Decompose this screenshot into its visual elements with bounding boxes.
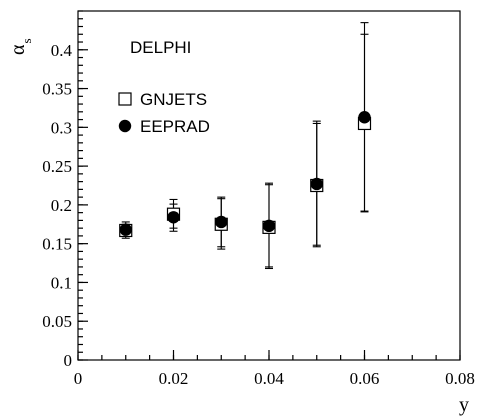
legend-gnjets-label: GNJETS <box>140 90 207 109</box>
point-eeprad <box>358 111 371 124</box>
y-axis-label-main: α <box>7 44 29 55</box>
x-tick-label: 0.02 <box>159 369 189 388</box>
x-tick-label: 0 <box>74 369 83 388</box>
point-eeprad <box>167 211 180 224</box>
y-tick-label: 0 <box>64 351 73 370</box>
error-bars <box>121 22 369 270</box>
y-tick-label: 0.2 <box>51 196 72 215</box>
point-eeprad <box>215 215 228 229</box>
y-axis-label-sub: s <box>19 38 34 43</box>
x-tick-label: 0.08 <box>445 369 475 388</box>
experiment-annotation: DELPHI <box>130 38 191 57</box>
y-tick-label: 0.4 <box>51 41 73 60</box>
y-tick-label: 0.1 <box>51 273 72 292</box>
data-markers <box>119 111 372 238</box>
point-eeprad <box>310 177 323 191</box>
legend: GNJETS EEPRAD <box>118 90 210 136</box>
x-tick-label: 0.04 <box>254 369 284 388</box>
y-tick-label: 0.3 <box>51 118 72 137</box>
y-tick-labels: 0 0.05 0.1 0.15 0.2 0.25 0.3 0.35 0.4 <box>42 41 72 370</box>
legend-eeprad-label: EEPRAD <box>140 117 210 136</box>
x-tick-label: 0.06 <box>350 369 380 388</box>
y-tick-label: 0.05 <box>42 312 72 331</box>
point-eeprad <box>262 219 276 233</box>
point-eeprad <box>119 223 132 236</box>
legend-eeprad-marker <box>118 119 132 133</box>
y-tick-label: 0.25 <box>42 157 72 176</box>
plot-frame <box>77 10 461 361</box>
y-tick-label: 0.15 <box>42 235 72 254</box>
y-axis-label: αs <box>7 38 34 55</box>
y-tick-label: 0.35 <box>42 80 72 99</box>
x-tick-labels: 0 0.02 0.04 0.06 0.08 <box>74 369 475 388</box>
x-axis-label: y <box>459 394 469 416</box>
legend-gnjets-marker <box>118 92 132 106</box>
